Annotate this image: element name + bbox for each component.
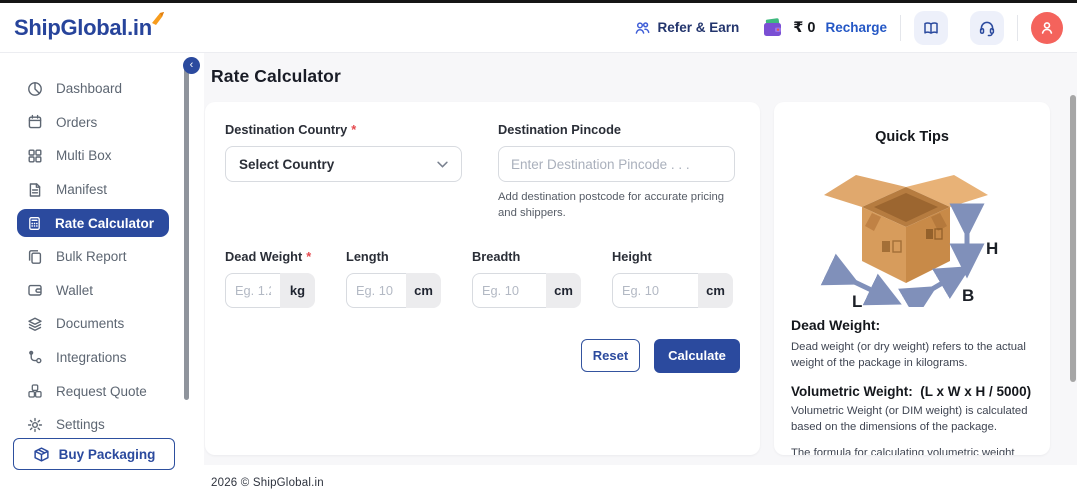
dead-weight-description: Dead weight (or dry weight) refers to th…: [791, 341, 1026, 370]
destination-pincode-label: Destination Pincode: [498, 122, 622, 137]
quick-tips-panel: Quick Tips: [774, 102, 1050, 455]
page-footer: 2026 © ShipGlobal.in: [204, 465, 1077, 500]
sidebar-item-settings[interactable]: Settings: [0, 408, 204, 442]
profile-avatar[interactable]: [1031, 11, 1063, 44]
selected-country: Select Country: [239, 156, 335, 172]
dashboard-icon: [28, 81, 42, 96]
breadth-arrow-label: B: [962, 286, 974, 305]
sidebar-item-integrations[interactable]: Integrations: [0, 341, 204, 375]
bulk-report-icon: [28, 249, 42, 264]
dead-weight-label: Dead Weight: [225, 248, 303, 264]
header-divider: [900, 14, 901, 41]
headset-icon: [979, 21, 995, 36]
person-icon: [1041, 21, 1053, 34]
length-unit: cm: [406, 272, 441, 308]
volumetric-description-1: Volumetric Weight (or DIM weight) is cal…: [791, 405, 1028, 434]
dead-weight-heading: Dead Weight:: [791, 317, 881, 333]
integrations-icon: [29, 350, 42, 363]
quick-tips-title: Quick Tips: [875, 129, 949, 145]
height-field: Height cm: [612, 249, 733, 308]
logo-text: ShipGlobal.in: [14, 14, 152, 40]
sidebar-item-wallet[interactable]: Wallet: [0, 274, 204, 308]
sidebar-item-bulk-report[interactable]: Bulk Report: [0, 240, 204, 274]
height-input[interactable]: [612, 272, 698, 308]
book-icon: [924, 21, 938, 34]
breadth-unit: cm: [546, 272, 581, 308]
required-asterisk: *: [351, 122, 357, 137]
recharge-link[interactable]: Recharge: [825, 20, 887, 35]
refer-earn-label: Refer & Earn: [657, 20, 740, 35]
shipglobal-logo[interactable]: ShipGlobal.in: [14, 11, 166, 41]
breadth-input[interactable]: [472, 272, 546, 308]
orders-icon: [28, 115, 42, 129]
dead-weight-unit: kg: [280, 272, 315, 308]
length-arrow-label: L: [852, 292, 862, 307]
height-unit: cm: [698, 272, 733, 308]
support-button[interactable]: [970, 10, 1004, 45]
box-dimensions-illustration: H L B: [791, 149, 1033, 307]
chevron-down-icon: [437, 161, 448, 168]
sidebar-item-manifest[interactable]: Manifest: [0, 173, 204, 207]
dead-weight-field: Dead Weight* kg: [225, 249, 315, 308]
rate-calculator-form: Destination Country * Select Country Dest…: [205, 102, 760, 455]
top-header: ShipGlobal.in Refer & Earn ₹ 0 Rechar: [0, 3, 1077, 53]
request-quote-icon: [28, 384, 42, 398]
calculator-icon: [29, 216, 40, 230]
destination-country-label: Destination Country: [225, 122, 348, 137]
documents-icon: [28, 317, 42, 331]
header-divider: [1017, 14, 1018, 41]
reset-button[interactable]: Reset: [581, 338, 640, 372]
copyright-text: 2026 © ShipGlobal.in: [211, 476, 324, 489]
destination-pincode-input[interactable]: [498, 146, 735, 182]
refer-and-earn-link[interactable]: Refer & Earn: [633, 20, 740, 36]
page-title: Rate Calculator: [211, 66, 341, 86]
height-label: Height: [612, 248, 652, 264]
breadth-label: Breadth: [472, 248, 521, 264]
buy-packaging-button[interactable]: Buy Packaging: [13, 438, 175, 470]
docs-book-button[interactable]: [914, 10, 948, 45]
dead-weight-input[interactable]: [225, 272, 280, 308]
logo-arrow-icon: [151, 11, 164, 25]
people-icon: [635, 21, 649, 34]
destination-country-field: Destination Country * Select Country: [225, 122, 462, 222]
length-input[interactable]: [346, 272, 406, 308]
sidebar-item-documents[interactable]: Documents: [0, 307, 204, 341]
wallet-nav-icon: [28, 285, 42, 297]
height-arrow-label: H: [986, 239, 998, 258]
wallet-balance-icon: [764, 17, 782, 36]
volumetric-weight-heading: Volumetric Weight:: [791, 384, 913, 400]
page-scrollbar[interactable]: [1070, 95, 1076, 382]
length-label: Length: [346, 248, 389, 264]
sidebar-collapse-button[interactable]: ‹: [183, 57, 200, 74]
volumetric-description-2: The formula for calculating volumetric w…: [791, 447, 1015, 455]
settings-gear-icon: [27, 417, 43, 432]
breadth-field: Breadth cm: [472, 249, 581, 308]
main-content: ‹ Rate Calculator Destination Country * S…: [183, 53, 1077, 465]
wallet-balance: ₹ 0: [793, 19, 816, 36]
sidebar: Dashboard Orders Multi Box Manifest: [0, 53, 204, 500]
pincode-help-text: Add destination postcode for accurate pr…: [498, 191, 725, 220]
window-top-edge: [0, 0, 1077, 3]
sidebar-item-request-quote[interactable]: Request Quote: [0, 374, 204, 408]
length-field: Length cm: [346, 249, 441, 308]
package-icon: [33, 446, 49, 462]
required-asterisk: *: [306, 248, 312, 264]
sidebar-item-orders[interactable]: Orders: [0, 106, 204, 140]
destination-pincode-field: Destination Pincode Add destination post…: [498, 122, 740, 222]
sidebar-scrollbar[interactable]: [184, 62, 189, 400]
manifest-icon: [29, 182, 41, 197]
multi-box-icon: [28, 149, 42, 163]
sidebar-item-dashboard[interactable]: Dashboard: [0, 72, 204, 106]
calculate-button[interactable]: Calculate: [654, 338, 740, 373]
sidebar-item-rate-calculator[interactable]: Rate Calculator: [17, 209, 169, 238]
destination-country-select[interactable]: Select Country: [225, 146, 462, 182]
sidebar-item-multi-box[interactable]: Multi Box: [0, 139, 204, 173]
volumetric-formula: (L x W x H / 5000): [920, 384, 1032, 400]
